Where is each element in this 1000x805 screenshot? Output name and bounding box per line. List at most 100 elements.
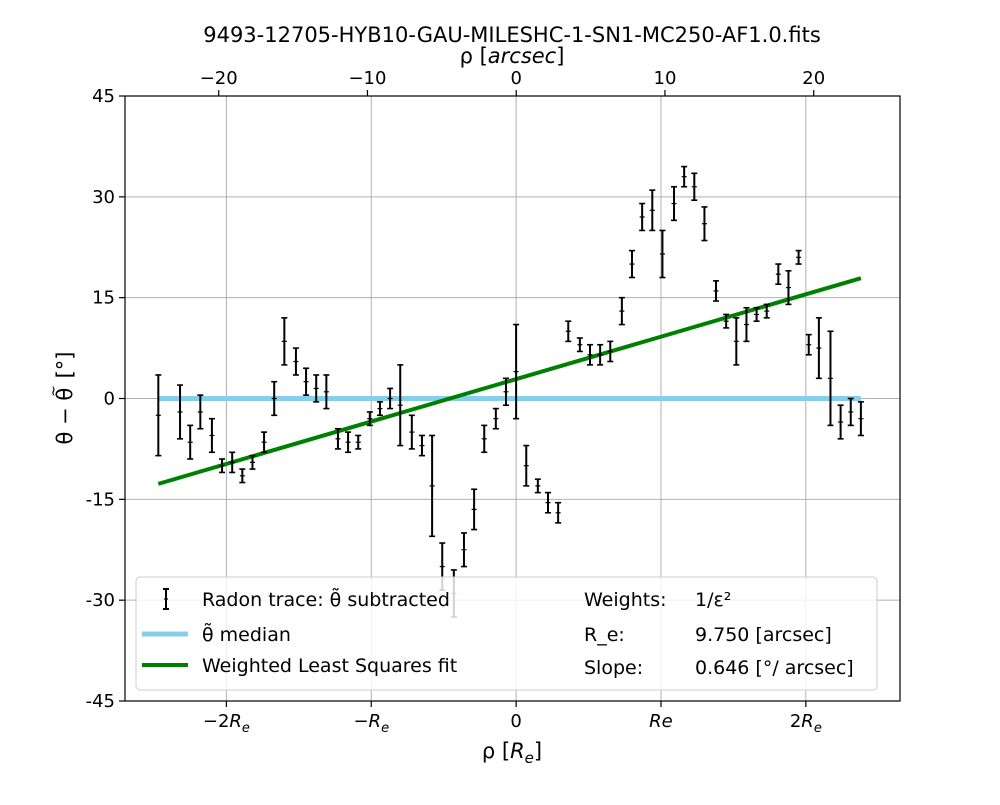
data-point bbox=[481, 424, 488, 454]
data-point bbox=[597, 343, 604, 366]
data-point bbox=[281, 317, 288, 366]
data-point bbox=[618, 296, 625, 326]
data-point bbox=[460, 532, 467, 568]
data-point bbox=[177, 384, 184, 440]
data-point bbox=[313, 374, 320, 403]
legend-re-label: R_e: bbox=[584, 624, 625, 646]
y-tick-label: -15 bbox=[86, 489, 115, 510]
data-point bbox=[323, 374, 330, 410]
data-point bbox=[837, 404, 844, 440]
bottom-axis-title: ρ [Re] bbox=[482, 739, 542, 767]
y-tick-label: 45 bbox=[92, 86, 115, 107]
x2-tick-label: 20 bbox=[802, 68, 825, 89]
chart-title: 9493-12705-HYB10-GAU-MILESHC-1-SN1-MC250… bbox=[203, 23, 821, 47]
data-point bbox=[155, 374, 162, 457]
legend-errorbar-icon bbox=[163, 588, 169, 610]
data-point bbox=[805, 333, 812, 356]
data-point bbox=[629, 249, 636, 279]
data-point bbox=[187, 424, 194, 460]
data-point bbox=[587, 343, 593, 366]
legend-slope-label: Slope: bbox=[584, 657, 643, 679]
axis-ticks: 45 30 15 0 -15 -30 -45 −2Re −Re 0 Re 2Re −20 −10 0 10 20 bbox=[86, 68, 826, 736]
legend-label-radon: Radon trace: θ̃ subtracted bbox=[202, 586, 450, 611]
y-tick-label: 0 bbox=[104, 389, 115, 410]
data-point bbox=[502, 377, 509, 407]
y-tick-label: -45 bbox=[86, 691, 115, 712]
fit-line bbox=[157, 276, 862, 486]
y-axis-title: θ − θ~ [°] bbox=[46, 352, 77, 445]
data-point bbox=[544, 491, 551, 514]
data-point bbox=[713, 280, 720, 302]
data-point bbox=[847, 397, 854, 427]
x2-tick-label: 10 bbox=[654, 68, 677, 89]
legend-weights-value: 1/ε² bbox=[695, 589, 731, 611]
data-point bbox=[723, 313, 730, 329]
legend-label-fit: Weighted Least Squares fit bbox=[202, 655, 457, 677]
data-point bbox=[743, 306, 750, 343]
data-point bbox=[408, 414, 415, 450]
data-point bbox=[565, 320, 572, 343]
legend-weights-label: Weights: bbox=[584, 589, 667, 611]
data-point bbox=[576, 337, 583, 353]
data-point bbox=[229, 451, 236, 474]
x2-tick-label: −10 bbox=[348, 68, 386, 89]
x-tick-label: 2Re bbox=[790, 711, 822, 736]
x-tick-label: Re bbox=[649, 711, 673, 732]
data-point bbox=[492, 407, 499, 430]
data-point bbox=[649, 189, 656, 232]
y-tick-label: 30 bbox=[92, 187, 115, 208]
data-point bbox=[691, 172, 698, 201]
data-point bbox=[366, 411, 373, 427]
data-point bbox=[763, 303, 770, 319]
data-point bbox=[775, 263, 782, 286]
data-point bbox=[355, 434, 362, 450]
data-point bbox=[471, 488, 478, 531]
data-point bbox=[857, 401, 864, 437]
data-point bbox=[397, 364, 404, 447]
data-point bbox=[671, 185, 678, 222]
y-tick-label: 15 bbox=[92, 288, 115, 309]
x2-tick-label: 0 bbox=[510, 68, 521, 89]
data-point bbox=[555, 501, 562, 524]
data-point bbox=[345, 431, 352, 454]
data-point bbox=[261, 431, 268, 454]
x-tick-label: −Re bbox=[353, 711, 389, 736]
data-point bbox=[418, 434, 425, 457]
data-point bbox=[376, 401, 383, 417]
data-point bbox=[607, 340, 614, 363]
x-tick-label: −2Re bbox=[203, 711, 250, 736]
data-layer bbox=[155, 165, 864, 618]
data-point bbox=[681, 165, 688, 188]
data-point bbox=[387, 387, 394, 410]
data-point bbox=[249, 454, 256, 470]
legend-slope-value: 0.646 [°/ arcsec] bbox=[695, 657, 854, 679]
legend-box bbox=[135, 576, 878, 691]
data-point bbox=[292, 347, 299, 376]
legend-label-median: θ̃ median bbox=[202, 621, 291, 646]
x-tick-label: 0 bbox=[510, 711, 521, 732]
data-point bbox=[523, 444, 530, 487]
data-point bbox=[815, 317, 822, 380]
data-point bbox=[827, 330, 834, 427]
data-point bbox=[429, 434, 436, 538]
top-axis-title: ρ [arcsec] bbox=[460, 44, 565, 68]
data-point bbox=[271, 380, 278, 417]
data-point bbox=[534, 478, 541, 494]
data-point bbox=[303, 367, 310, 396]
data-point bbox=[753, 306, 760, 322]
data-point bbox=[219, 458, 226, 474]
data-point bbox=[701, 206, 708, 242]
data-point bbox=[733, 317, 740, 366]
data-point bbox=[659, 229, 666, 279]
data-point bbox=[334, 427, 341, 450]
x2-tick-label: −20 bbox=[200, 68, 238, 89]
data-point bbox=[208, 417, 215, 454]
data-point bbox=[785, 269, 792, 306]
legend: Radon trace: θ̃ subtracted θ̃ median Wei… bbox=[135, 576, 878, 691]
y-tick-label: -30 bbox=[86, 590, 115, 611]
data-point bbox=[795, 249, 802, 265]
legend-re-value: 9.750 [arcsec] bbox=[695, 624, 832, 646]
data-point bbox=[239, 468, 246, 484]
